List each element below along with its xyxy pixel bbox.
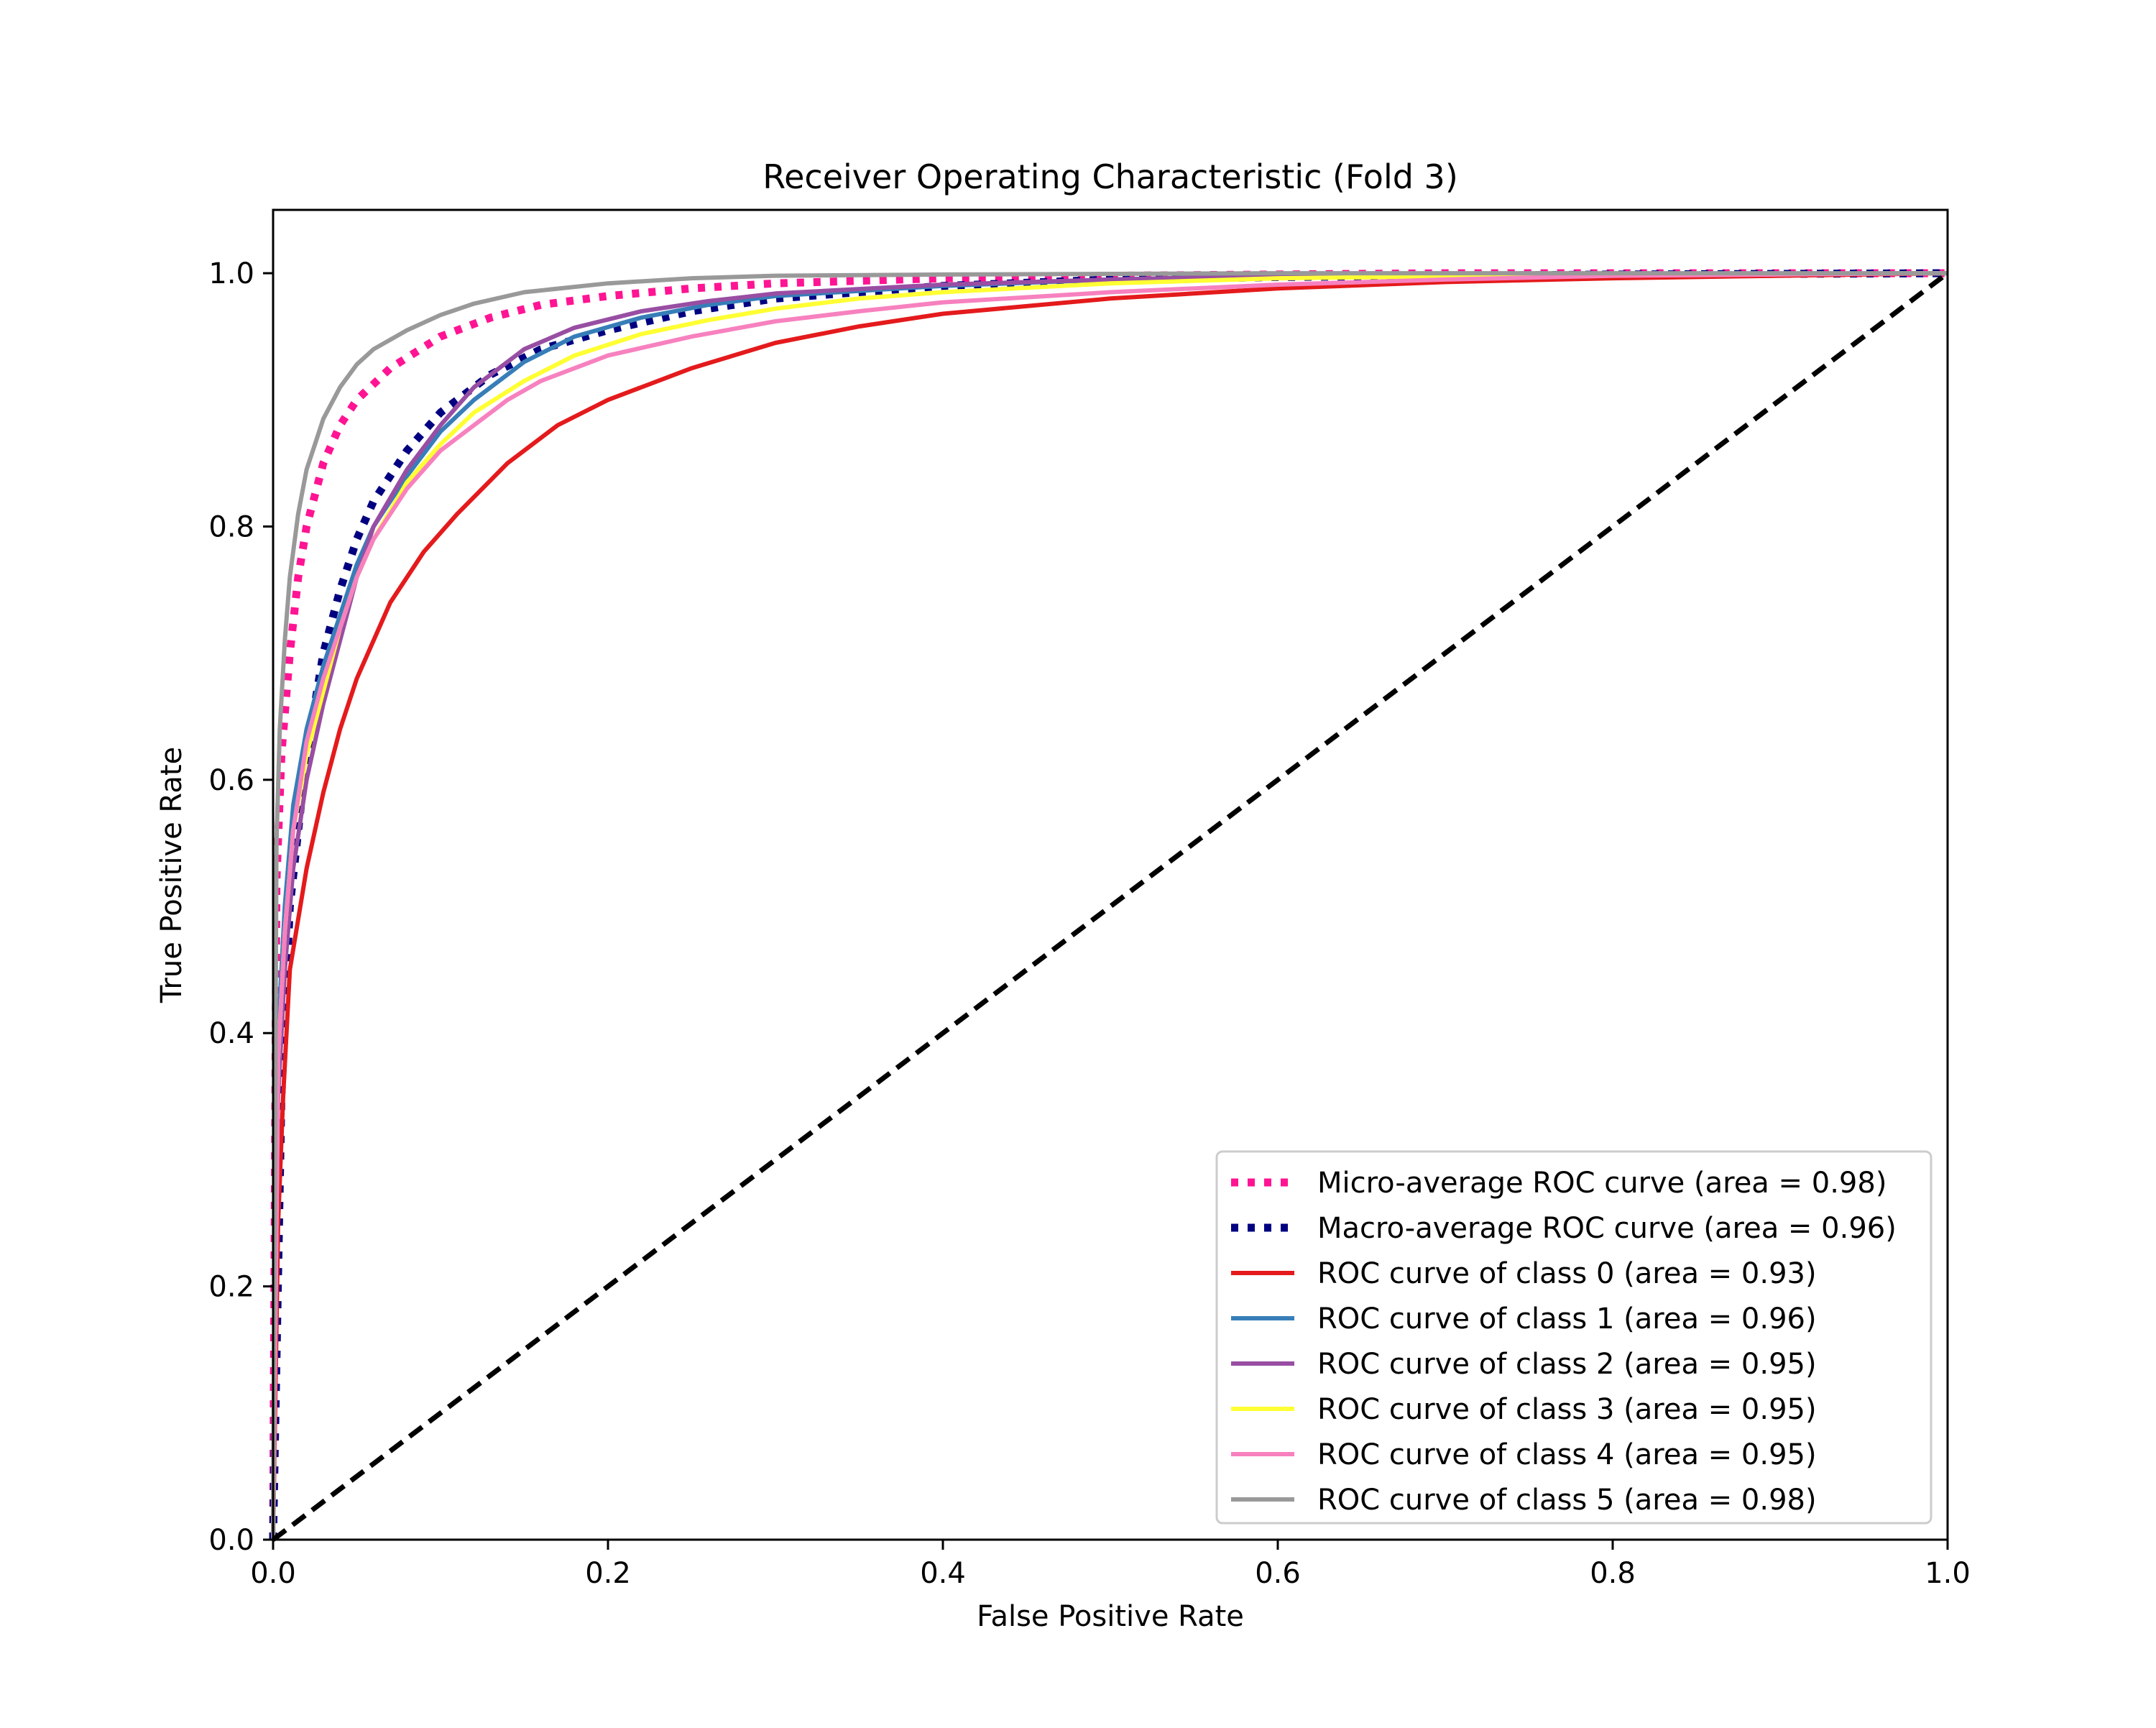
x-axis: 0.0 0.2 0.4 0.6 0.8 1.0 xyxy=(250,1540,1971,1590)
y-tick-label: 1.0 xyxy=(208,257,254,290)
plot-area-frame xyxy=(272,208,1949,1541)
legend-label-1: Macro-average ROC curve (area = 0.96) xyxy=(1317,1212,1897,1245)
legend-label-2: ROC curve of class 0 (area = 0.93) xyxy=(1317,1257,1817,1290)
y-tick-label: 0.6 xyxy=(208,764,254,797)
roc-series-0 xyxy=(269,269,1948,1540)
roc-series-2 xyxy=(271,271,1948,1540)
roc-series-7 xyxy=(271,271,1948,1540)
chart-title: Receiver Operating Characteristic (Fold … xyxy=(763,157,1458,196)
legend-label-6: ROC curve of class 4 (area = 0.95) xyxy=(1317,1438,1817,1471)
legend-label-0: Micro-average ROC curve (area = 0.98) xyxy=(1317,1167,1886,1200)
x-tick-label: 0.0 xyxy=(250,1557,296,1590)
x-tick-label: 0.4 xyxy=(920,1557,966,1590)
legend-label-3: ROC curve of class 1 (area = 0.96) xyxy=(1317,1302,1817,1336)
legend-label-7: ROC curve of class 5 (area = 0.98) xyxy=(1317,1484,1817,1517)
y-tick-label: 0.8 xyxy=(208,510,254,543)
legend: Micro-average ROC curve (area = 0.98) Mac… xyxy=(1215,1150,1932,1525)
roc-series-4 xyxy=(271,271,1948,1540)
x-tick-label: 0.2 xyxy=(585,1557,631,1590)
y-axis: 0.0 0.2 0.4 0.6 0.8 1.0 xyxy=(208,257,273,1557)
roc-series-6 xyxy=(271,271,1948,1540)
x-axis-label: False Positive Rate xyxy=(977,1600,1244,1633)
legend-label-5: ROC curve of class 3 (area = 0.95) xyxy=(1317,1393,1817,1426)
y-tick-label: 0.2 xyxy=(208,1271,254,1304)
chance-diagonal-line xyxy=(271,271,1950,1542)
series-layer xyxy=(269,269,1950,1542)
y-tick-label: 0.4 xyxy=(208,1017,254,1050)
x-tick-label: 0.8 xyxy=(1590,1557,1636,1590)
legend-frame xyxy=(1215,1150,1932,1525)
x-tick-label: 0.6 xyxy=(1255,1557,1301,1590)
x-tick-label: 1.0 xyxy=(1925,1557,1971,1590)
y-tick-label: 0.0 xyxy=(208,1524,254,1557)
legend-label-4: ROC curve of class 2 (area = 0.95) xyxy=(1317,1348,1817,1381)
y-axis-label: True Positive Rate xyxy=(155,747,188,1003)
